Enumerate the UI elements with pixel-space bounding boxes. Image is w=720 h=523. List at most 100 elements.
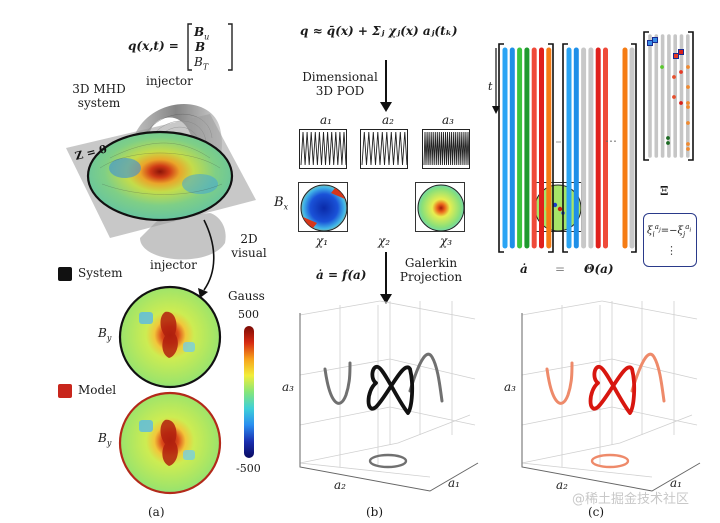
legend-label-system: System (78, 266, 123, 280)
watermark: @稀土掘金技术社区 (572, 492, 690, 507)
legend-item-model: Model (58, 383, 116, 398)
label-2d-visual: 2D visual (226, 232, 272, 260)
label-system: system (77, 96, 121, 110)
legend-item-system: System (58, 266, 122, 281)
colorbar (244, 326, 254, 458)
xi-coefficient (672, 95, 676, 99)
vector-entry-bt: BT (194, 55, 209, 72)
xi-coefficient (666, 141, 670, 145)
phase-portrait-system: a₃ a₂ a₁ (282, 300, 479, 492)
colorbar-title: Gauss (228, 289, 265, 303)
xi-coefficient (686, 101, 690, 105)
theta-bracket-right (631, 43, 637, 253)
ts-label-a1: a₁ (320, 113, 332, 127)
pod-arrow (380, 60, 392, 112)
colorbar-max-label: 500 (238, 308, 259, 321)
label-3d-mhd-system: 3D MHD system (62, 82, 136, 110)
xi-coefficient (686, 105, 690, 109)
grid-line (611, 406, 698, 426)
mode-label-chi3: χ₃ (440, 234, 453, 248)
axis-label-a2: a₂ (334, 478, 346, 492)
legend-swatch-model (58, 383, 72, 398)
panel-a: q(x,t) = Bu B BT 3D MHD system injector (0, 0, 280, 523)
time-series-a1 (299, 129, 347, 169)
grid-line (379, 300, 476, 320)
phase-portrait-model: a₃ a₂ a₁ (504, 300, 701, 492)
projection-a1-a3 (630, 352, 666, 403)
ellipsis-label: ⋯ (605, 134, 617, 148)
axis-lines (521, 313, 701, 492)
label-2d: 2D (240, 232, 258, 246)
pod-label: Dimensional 3D POD (300, 70, 380, 98)
vector-entry-bu: Bu (194, 25, 210, 42)
constraint-box: ξiaj=−ξjai ⋮ (643, 213, 697, 267)
theta-bracket-left (562, 43, 568, 253)
theta-label: Θ(a) (584, 262, 614, 276)
xi-constrained-coefficient (678, 49, 684, 55)
grid-line (521, 300, 603, 316)
constraint-more: ⋮ (666, 244, 677, 257)
equals-label: = (555, 262, 566, 276)
xi-coefficient (686, 142, 690, 146)
time-series-signal (361, 131, 407, 166)
galerkin-equation: ȧ = f(a) (316, 268, 367, 282)
galerkin-label: Galerkin Projection (398, 256, 464, 284)
panel-b: q ≈ q̄(x) + Σⱼ χⱼ(x) aⱼ(tₖ) Dimensional … (270, 0, 583, 523)
adot-label: ȧ (520, 262, 528, 276)
state-eq-lhs: q(x,t) = (128, 39, 179, 53)
constraint-equation: ξiaj=−ξjai (647, 223, 692, 239)
label-injector-top: injector (146, 74, 193, 88)
xi-coefficient (686, 85, 690, 89)
pod-mode-chi1 (298, 182, 348, 232)
grid-line (299, 358, 391, 376)
by-label-model: By (98, 431, 112, 448)
trajectory-a1-a2-a3 (588, 365, 637, 415)
pod-equation: q ≈ q̄(x) + Σⱼ χⱼ(x) aⱼ(tₖ) (300, 24, 458, 38)
visual-arrow (198, 219, 215, 298)
xi-coefficient (679, 70, 683, 74)
field-label-bx: Bx (274, 195, 289, 212)
xi-coefficient (672, 75, 676, 79)
xi-constrained-coefficient (652, 37, 658, 43)
grid-line (521, 358, 613, 376)
mode-label-chi1: χ₁ (316, 234, 329, 248)
time-axis-arrow (492, 48, 500, 114)
axis-label-a2: a₂ (556, 478, 568, 492)
xi-coefficient (660, 65, 664, 69)
axes (299, 313, 479, 492)
axis-lines (299, 313, 479, 492)
grid-line (601, 300, 698, 320)
xi-coefficient (686, 121, 690, 125)
galerkin-label-line2: Projection (399, 270, 463, 284)
projection-a2-a3 (545, 361, 574, 405)
grid-line (389, 406, 476, 426)
ts-label-a3: a₃ (442, 113, 454, 127)
label-visual: visual (231, 246, 267, 260)
grid-line (299, 406, 391, 426)
grid-line (299, 414, 471, 464)
xi-coefficient (686, 65, 690, 69)
adot-bracket-left (498, 43, 504, 253)
xi-bracket-left (643, 31, 649, 161)
pod-mode-chi2 (415, 182, 466, 232)
xi-coefficient (686, 147, 690, 151)
grid-line (521, 406, 613, 426)
projection-a1-a2 (368, 453, 408, 469)
xi-coefficient (666, 136, 670, 140)
colorbar-min-label: -500 (236, 462, 261, 475)
time-series-signal (300, 131, 346, 166)
vector-entry-b: B (195, 40, 206, 54)
by-label-system: By (98, 326, 112, 343)
sindy-matrices (498, 31, 694, 253)
projection-a1-a2 (590, 453, 630, 469)
time-axis-label: t (488, 80, 493, 93)
adot-bracket-right (548, 43, 554, 253)
ts-label-a2: a₂ (382, 113, 394, 127)
mhd-3d-render: Z = 0 (66, 104, 256, 260)
caption-a: (a) (148, 505, 165, 519)
label-3d-mhd: 3D MHD (72, 82, 126, 96)
time-series-a3 (422, 129, 470, 169)
axis-label-a3: a₃ (282, 380, 294, 394)
xi-constrained-coefficient (673, 53, 679, 59)
grid-line (299, 300, 381, 316)
